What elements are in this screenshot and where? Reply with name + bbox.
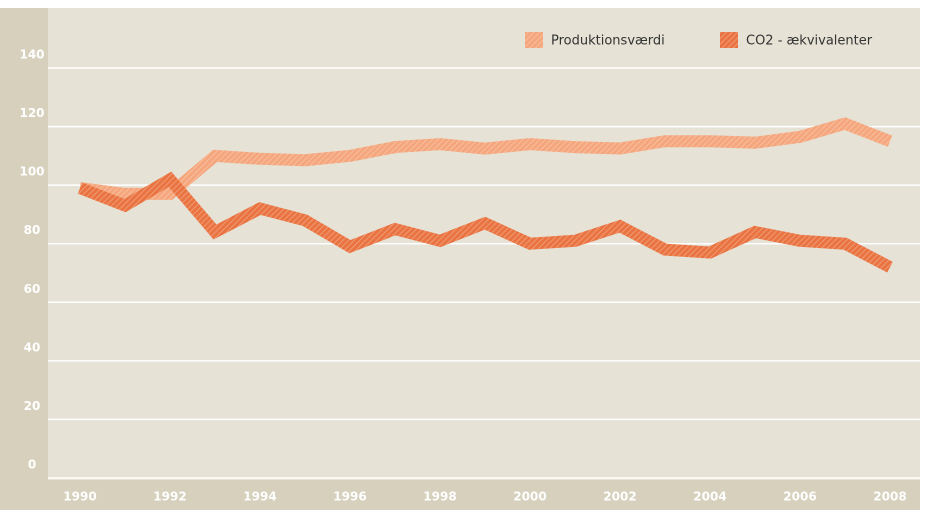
x-tick-label: 1994 <box>243 490 276 504</box>
x-tick-label: 1998 <box>423 490 456 504</box>
y-tick-label: 80 <box>24 223 41 237</box>
y-tick-label: 20 <box>24 399 41 413</box>
x-axis-strip <box>48 480 920 510</box>
x-tick-label: 2000 <box>513 490 546 504</box>
y-tick-label: 100 <box>19 165 44 179</box>
x-tick-label: 2008 <box>873 490 906 504</box>
legend-label: Produktionsværdi <box>551 34 665 49</box>
series-hatch <box>77 171 893 273</box>
y-tick-label: 140 <box>19 48 44 62</box>
y-tick-label: 0 <box>28 458 36 472</box>
x-tick-label: 2006 <box>783 490 816 504</box>
legend-hatch <box>720 32 738 48</box>
y-tick-label: 120 <box>19 106 44 120</box>
y-tick-label: 60 <box>24 282 41 296</box>
x-tick-label: 2004 <box>693 490 726 504</box>
series-hatch <box>79 117 893 200</box>
y-tick-label: 40 <box>24 340 41 354</box>
x-tick-label: 1996 <box>333 490 366 504</box>
y-axis-strip <box>0 8 48 510</box>
x-tick-label: 1992 <box>153 490 186 504</box>
x-tick-label: 2002 <box>603 490 636 504</box>
x-tick-label: 1990 <box>63 490 96 504</box>
legend-label: CO2 - ækvivalenter <box>746 34 873 49</box>
legend-hatch <box>525 32 543 48</box>
